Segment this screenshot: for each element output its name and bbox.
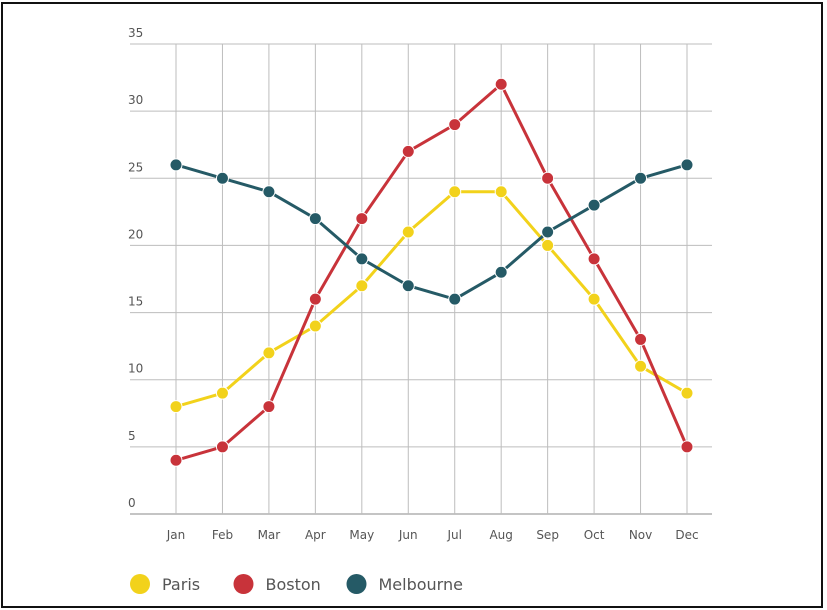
data-point-melbourne	[541, 225, 555, 239]
x-tick-label: Mar	[258, 528, 281, 542]
y-axis-ticks: 0 5 10 15 20 25 30 35	[128, 26, 143, 510]
legend-marker-paris	[130, 574, 150, 594]
data-point-paris	[541, 238, 555, 252]
x-tick-label: Oct	[584, 528, 605, 542]
y-tick-label: 10	[128, 362, 143, 376]
data-point-paris	[308, 319, 322, 333]
series-line-melbourne	[175, 163, 688, 301]
y-tick-label: 0	[128, 496, 136, 510]
data-point-melbourne	[355, 252, 369, 266]
y-tick-label: 35	[128, 26, 143, 40]
x-tick-label: May	[349, 528, 374, 542]
x-tick-label: Jul	[446, 528, 461, 542]
data-point-melbourne	[494, 265, 508, 279]
legend-marker-melbourne	[346, 574, 367, 594]
data-point-boston	[262, 400, 276, 414]
data-point-boston	[215, 440, 229, 454]
data-point-melbourne	[308, 212, 322, 226]
x-tick-label: Sep	[536, 528, 559, 542]
y-tick-label: 15	[128, 295, 143, 309]
data-point-paris	[262, 346, 276, 360]
data-point-melbourne	[448, 292, 462, 306]
x-tick-label: Apr	[305, 528, 326, 542]
series-line-paris	[175, 190, 688, 409]
data-point-paris	[215, 386, 229, 400]
data-point-melbourne	[680, 158, 694, 172]
legend-marker-boston	[233, 574, 254, 594]
data-point-paris	[494, 185, 508, 199]
data-point-boston	[541, 171, 555, 185]
x-tick-label: Nov	[629, 528, 652, 542]
data-point-boston	[494, 77, 508, 91]
data-point-paris	[169, 400, 183, 414]
legend: Paris Boston Melbourne	[130, 574, 463, 594]
data-point-paris	[401, 225, 415, 239]
data-point-paris	[448, 185, 462, 199]
y-tick-label: 30	[128, 93, 143, 107]
y-tick-label: 5	[128, 429, 136, 443]
x-tick-label: Dec	[675, 528, 698, 542]
data-point-melbourne	[262, 185, 276, 199]
data-point-melbourne	[215, 171, 229, 185]
data-point-melbourne	[401, 279, 415, 293]
data-point-boston	[587, 252, 601, 266]
grid-lines	[130, 43, 712, 515]
data-point-boston	[308, 292, 322, 306]
x-tick-label: Jun	[398, 528, 418, 542]
data-point-paris	[634, 359, 648, 373]
x-tick-label: Feb	[212, 528, 233, 542]
data-point-boston	[355, 212, 369, 226]
series-group	[169, 77, 694, 467]
legend-label-paris: Paris	[162, 575, 200, 594]
y-tick-label: 20	[128, 227, 143, 241]
series-line-boston	[175, 82, 689, 462]
data-point-boston	[680, 440, 694, 454]
data-point-boston	[169, 453, 183, 467]
x-axis-ticks: Jan Feb Mar Apr May Jun Jul Aug Sep Oct Nov Dec	[166, 528, 699, 542]
data-point-melbourne	[587, 198, 601, 212]
data-point-melbourne	[634, 171, 648, 185]
x-tick-label: Aug	[489, 528, 512, 542]
data-point-boston	[448, 118, 462, 132]
data-point-paris	[355, 279, 369, 293]
data-point-boston	[634, 332, 648, 346]
y-tick-label: 25	[128, 160, 143, 174]
legend-label-boston: Boston	[266, 575, 321, 594]
data-point-paris	[680, 386, 694, 400]
x-tick-label: Jan	[166, 528, 186, 542]
data-point-boston	[401, 144, 415, 158]
legend-label-melbourne: Melbourne	[379, 575, 463, 594]
data-point-melbourne	[169, 158, 183, 172]
data-point-paris	[587, 292, 601, 306]
